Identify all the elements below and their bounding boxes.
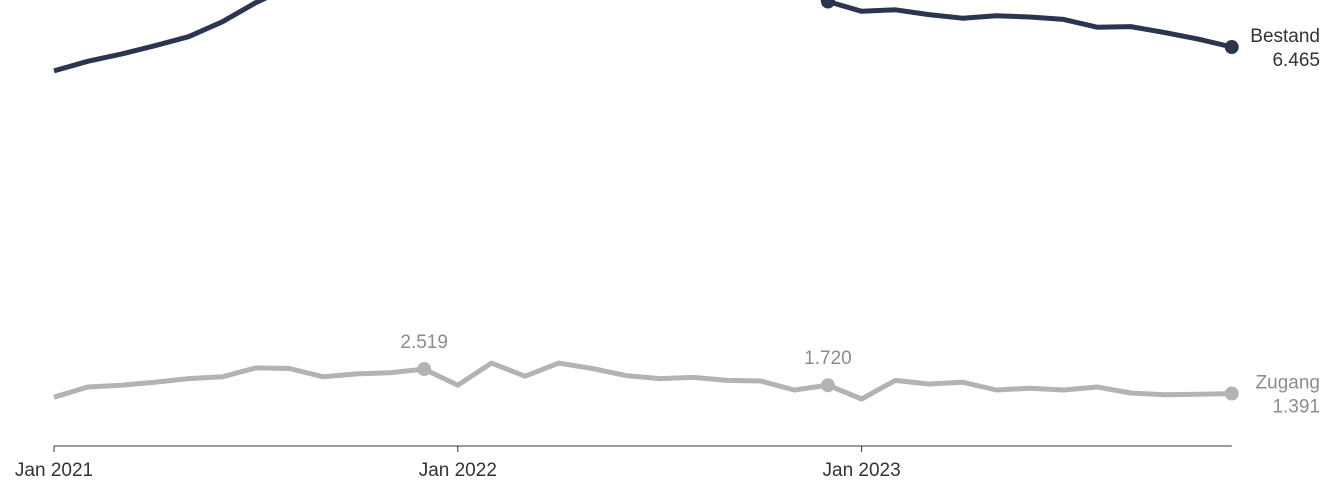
- x-tick-label: Jan 2021: [15, 460, 93, 481]
- data-point-marker: [417, 362, 432, 377]
- end-point-marker: [1224, 40, 1239, 55]
- series-bestand: 8.9897.938Bestand6.465: [53, 0, 1320, 74]
- data-label: 1.720: [804, 348, 852, 369]
- series-layer: 8.9897.938Bestand6.4652.5191.720Zugang1.…: [53, 0, 1320, 418]
- end-value-label: 1.391: [1272, 397, 1320, 418]
- end-point-marker: [1224, 386, 1239, 401]
- series-zugang: 2.519 1.720 Zugang 1.391: [53, 332, 1320, 418]
- series-line-zugang: [53, 360, 1232, 402]
- x-tick-label: Jan 2023: [823, 460, 901, 481]
- x-axis: Jan 2021 Jan 2022 Jan 2023: [15, 445, 1232, 481]
- x-tick-label: Jan 2022: [419, 460, 497, 481]
- data-point-marker: [820, 0, 835, 9]
- data-point-marker: [820, 378, 835, 393]
- series-name-label: Zugang: [1256, 373, 1320, 394]
- end-value-label: 6.465: [1272, 50, 1320, 71]
- series-name-label: Bestand: [1250, 26, 1320, 47]
- series-line-bestand: [53, 0, 1233, 74]
- data-label: 2.519: [400, 332, 448, 353]
